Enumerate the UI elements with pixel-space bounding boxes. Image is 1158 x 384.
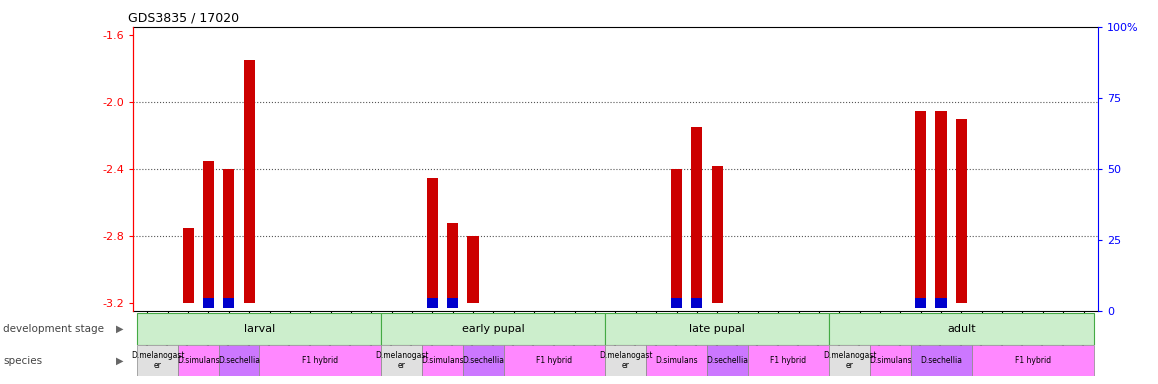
Bar [178,345,219,376]
Bar [670,169,682,303]
Bar [691,298,703,308]
Bar [427,298,438,308]
Bar [427,177,438,303]
Text: D.melanogast
er: D.melanogast er [822,351,877,370]
Bar [243,60,255,303]
Bar [910,345,972,376]
Bar [870,345,910,376]
Bar [138,313,381,345]
Text: D.simulans: D.simulans [177,356,220,365]
Bar [915,298,926,308]
Bar [936,111,947,303]
Bar [203,161,214,303]
Bar [223,298,234,308]
Text: species: species [3,356,43,366]
Text: D.melanogast
er: D.melanogast er [599,351,652,370]
Text: D.simulans: D.simulans [655,356,698,365]
Text: ▶: ▶ [117,324,124,334]
Text: GDS3835 / 17020: GDS3835 / 17020 [129,11,240,24]
Text: D.melanogast
er: D.melanogast er [131,351,184,370]
Text: D.sechellia: D.sechellia [218,356,261,365]
Bar [463,345,504,376]
Text: F1 hybrid: F1 hybrid [302,356,338,365]
Bar [138,345,178,376]
Text: D.simulans: D.simulans [422,356,464,365]
Text: adult: adult [947,324,976,334]
Bar [708,345,748,376]
Text: D.melanogast
er: D.melanogast er [375,351,428,370]
Bar [468,236,478,303]
Bar [936,298,947,308]
Text: D.simulans: D.simulans [868,356,911,365]
Text: larval: larval [243,324,274,334]
Bar [972,345,1093,376]
Text: D.sechellia: D.sechellia [706,356,748,365]
Bar [183,228,193,303]
Bar [712,166,723,303]
Bar [829,313,1093,345]
Bar [203,298,214,308]
Bar [829,345,870,376]
Bar [504,345,606,376]
Bar [670,298,682,308]
Bar [606,313,829,345]
Bar [691,127,703,303]
Bar [748,345,829,376]
Bar [381,345,423,376]
Text: F1 hybrid: F1 hybrid [770,356,806,365]
Bar [219,345,259,376]
Bar [423,345,463,376]
Text: development stage: development stage [3,324,104,334]
Bar [646,345,708,376]
Bar [955,119,967,303]
Text: D.sechellia: D.sechellia [921,356,962,365]
Bar [259,345,381,376]
Text: early pupal: early pupal [462,324,525,334]
Text: ▶: ▶ [117,356,124,366]
Text: late pupal: late pupal [689,324,745,334]
Bar [381,313,606,345]
Bar [447,298,459,308]
Bar [606,345,646,376]
Text: F1 hybrid: F1 hybrid [1014,356,1050,365]
Text: F1 hybrid: F1 hybrid [536,356,572,365]
Bar [915,111,926,303]
Bar [447,223,459,303]
Text: D.sechellia: D.sechellia [462,356,504,365]
Bar [223,169,234,303]
